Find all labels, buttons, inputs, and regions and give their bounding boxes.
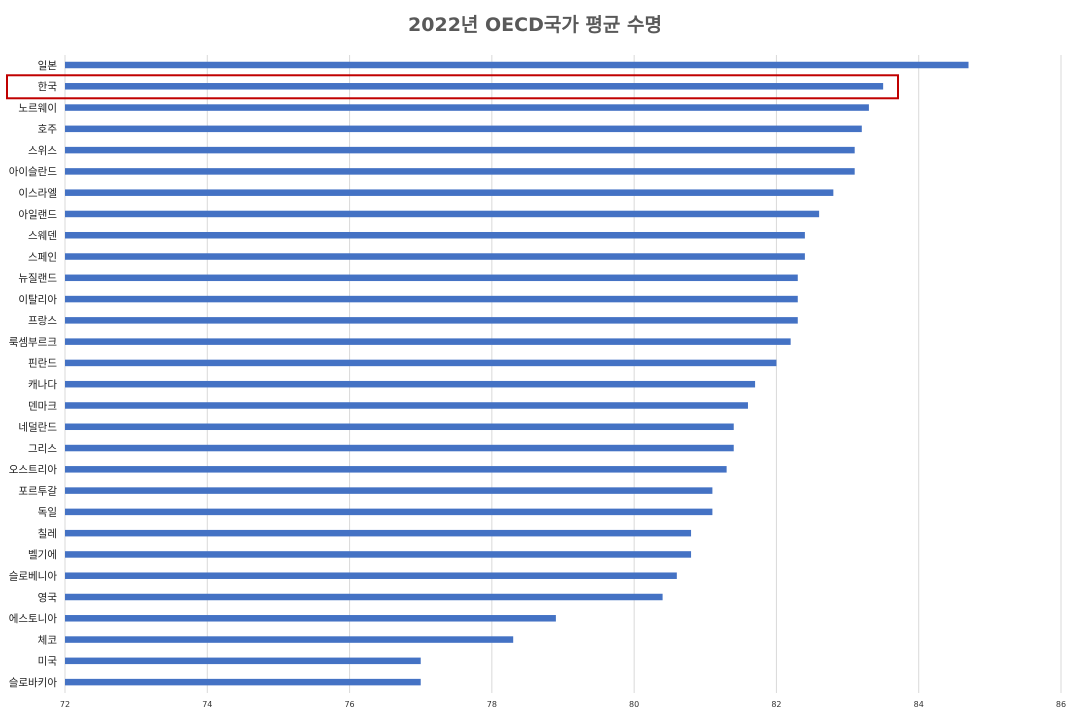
category-label-14: 룩셈부르크 <box>9 336 58 348</box>
bar-26 <box>65 593 663 601</box>
category-label-30: 슬로바키아 <box>9 677 58 689</box>
bar-3 <box>65 104 869 111</box>
tick-labels: 72 74 76 78 80 82 84 86 <box>60 700 1066 709</box>
category-label-13: 프랑스 <box>28 315 57 327</box>
bar-12 <box>65 295 798 303</box>
category-label-21: 포르투갈 <box>18 484 57 497</box>
bar-28 <box>65 636 514 643</box>
tick-label-82: 82 <box>771 700 781 709</box>
category-label-12: 이탈리아 <box>18 293 57 306</box>
bar-13 <box>65 317 798 324</box>
category-label-17: 덴마크 <box>28 400 57 412</box>
category-label-5: 스위스 <box>28 144 57 157</box>
bar-21 <box>65 487 713 494</box>
category-label-27: 에스토니아 <box>9 613 58 625</box>
bar-27 <box>65 615 556 622</box>
bar-5 <box>65 146 855 154</box>
category-label-16: 캐나다 <box>28 379 57 391</box>
tick-label-86: 86 <box>1056 700 1066 709</box>
bar-4 <box>65 125 862 133</box>
bar-8 <box>65 210 820 218</box>
category-label-4: 호주 <box>38 124 58 136</box>
tick-label-78: 78 <box>487 700 497 709</box>
chart-title: 2022년 OECD국가 평균 수명 <box>408 14 662 36</box>
bars <box>65 61 969 686</box>
bar-2 <box>65 83 884 90</box>
bar-22 <box>65 508 713 516</box>
category-label-23: 칠레 <box>38 528 57 540</box>
category-label-25: 슬로베니아 <box>9 571 58 583</box>
bar-9 <box>65 231 805 239</box>
bar-19 <box>65 444 734 452</box>
category-label-11: 뉴질랜드 <box>18 273 57 285</box>
category-label-10: 스페인 <box>28 251 57 263</box>
tick-label-80: 80 <box>629 700 639 709</box>
category-label-1: 일본 <box>38 59 58 72</box>
tick-label-74: 74 <box>202 700 212 709</box>
category-label-15: 핀란드 <box>28 358 57 370</box>
highlight-rectangle <box>6 74 899 100</box>
category-label-22: 독일 <box>38 506 57 519</box>
category-label-20: 오스트리아 <box>9 464 58 476</box>
category-label-2: 한국 <box>38 81 58 93</box>
bar-18 <box>65 423 734 431</box>
tick-label-72: 72 <box>60 700 70 709</box>
category-label-18: 네덜란드 <box>18 422 57 434</box>
category-label-26: 영국 <box>38 592 58 604</box>
bar-25 <box>65 572 677 579</box>
bar-7 <box>65 189 834 196</box>
category-label-9: 스웨덴 <box>28 230 57 242</box>
bar-15 <box>65 359 777 367</box>
category-label-29: 미국 <box>38 656 58 668</box>
category-label-3: 노르웨이 <box>18 102 57 114</box>
category-labels: 일본한국노르웨이호주스위스아이슬란드이스라엘아일랜드스웨덴스페인뉴질랜드이탈리아… <box>9 59 58 689</box>
bar-29 <box>65 657 421 665</box>
category-label-28: 체코 <box>38 634 58 646</box>
bar-1 <box>65 61 969 69</box>
gridlines <box>64 55 1062 693</box>
bar-16 <box>65 380 756 388</box>
category-label-24: 벨기에 <box>28 549 57 561</box>
bar-14 <box>65 338 791 345</box>
category-label-6: 아이슬란드 <box>9 166 58 178</box>
tick-label-76: 76 <box>344 700 354 709</box>
category-label-8: 아일랜드 <box>18 208 57 221</box>
highlight-box <box>6 74 899 100</box>
bar-24 <box>65 551 692 558</box>
category-label-19: 그리스 <box>28 443 57 455</box>
bar-10 <box>65 253 805 260</box>
tick-label-84: 84 <box>914 700 924 709</box>
bar-6 <box>65 168 855 175</box>
bar-11 <box>65 274 798 282</box>
bar-30 <box>65 678 421 686</box>
bar-20 <box>65 466 727 473</box>
bar-23 <box>65 529 692 537</box>
bar-17 <box>65 402 748 409</box>
category-label-7: 이스라엘 <box>18 186 57 199</box>
